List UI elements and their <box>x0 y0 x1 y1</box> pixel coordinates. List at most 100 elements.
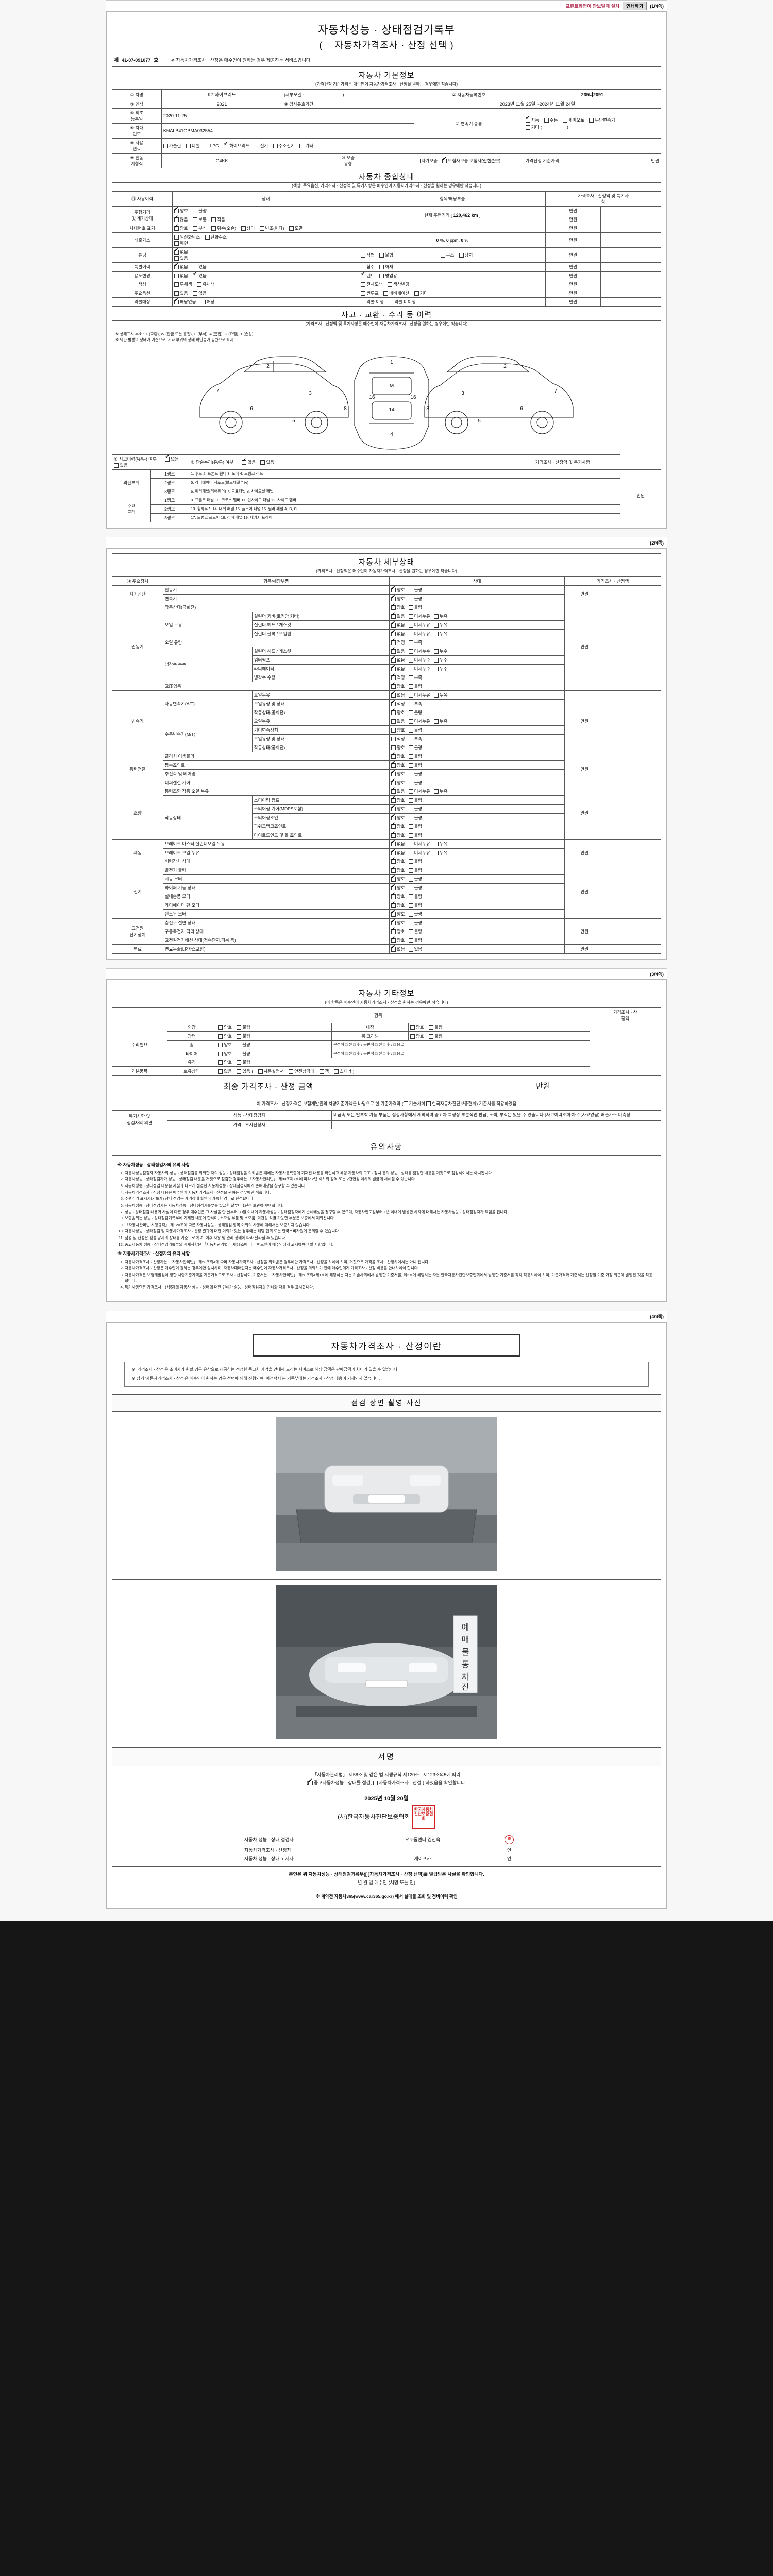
detail-option[interactable]: 불량 <box>408 893 422 900</box>
detail-option[interactable]: 불량 <box>408 727 422 733</box>
detail-option[interactable]: 미세누유 <box>408 850 430 856</box>
detail-option[interactable]: 미세누수 <box>408 666 430 672</box>
detail-option[interactable]: 불량 <box>408 867 422 873</box>
detail-option[interactable]: 양호 <box>391 919 405 926</box>
print-button[interactable]: 인쇄하기 <box>623 2 647 10</box>
detail-option[interactable]: 적정 <box>391 673 405 681</box>
detail-option[interactable]: 양호 <box>391 822 405 829</box>
detail-option[interactable]: 불량 <box>408 709 422 716</box>
mileage-price[interactable] <box>600 206 662 215</box>
fuel-opt-lpg[interactable]: LPG <box>204 143 219 149</box>
fuel-opt-hydrogen[interactable]: 수소전기 <box>273 143 295 149</box>
inspector-text-2[interactable] <box>331 1120 662 1129</box>
detail-option[interactable]: 없음 <box>391 630 405 637</box>
detail-option[interactable]: 불량 <box>408 920 422 926</box>
detail-price-input[interactable] <box>604 585 661 603</box>
detail-option[interactable]: 불량 <box>408 762 422 768</box>
detail-option[interactable]: 부족 <box>408 736 422 742</box>
detail-option[interactable]: 없음 <box>391 691 405 698</box>
warranty-insurance[interactable]: 보험사보증 보험사[신한손보] <box>442 157 500 164</box>
trans-opt-other[interactable]: 기타 ( ) <box>525 124 568 130</box>
detail-option[interactable]: 양호 <box>391 744 405 751</box>
detail-option[interactable]: 불량 <box>408 753 422 759</box>
detail-option[interactable]: 부족 <box>408 639 422 646</box>
detail-option[interactable]: 미세누유 <box>408 788 430 794</box>
fuel-opt-other[interactable]: 기타 <box>299 143 313 149</box>
detail-price-input[interactable] <box>604 839 661 866</box>
detail-option[interactable]: 양호 <box>391 831 405 838</box>
detail-price-input[interactable] <box>604 865 661 919</box>
detail-option[interactable]: 양호 <box>391 866 405 873</box>
detail-option[interactable]: 양호 <box>391 761 405 768</box>
fuel-opt-hybrid[interactable]: 하이브리드 <box>224 142 249 149</box>
detail-option[interactable]: 없음 <box>391 612 405 619</box>
detail-price-input[interactable] <box>604 786 661 840</box>
detail-option[interactable]: 양호 <box>391 901 405 908</box>
warranty-self[interactable]: 자가보증 <box>415 158 438 164</box>
detail-option[interactable]: 불량 <box>408 832 422 838</box>
trans-opt-manual[interactable]: 수동 <box>544 117 558 123</box>
detail-option[interactable]: 불량 <box>408 779 422 786</box>
detail-option[interactable]: 불량 <box>408 876 422 882</box>
detail-option[interactable]: 양호 <box>391 770 405 777</box>
fuel-opt-diesel[interactable]: 디젤 <box>186 143 199 149</box>
detail-option[interactable]: 양호 <box>391 814 405 821</box>
detail-option[interactable]: 없음 <box>391 647 405 654</box>
detail-option[interactable]: 없음 <box>391 621 405 628</box>
detail-option[interactable]: 미세누수 <box>408 657 430 663</box>
detail-option[interactable]: 누유 <box>433 622 448 628</box>
trans-opt-cvt[interactable]: 무단변속기 <box>589 117 615 123</box>
detail-option[interactable]: 없음 <box>391 665 405 672</box>
detail-option[interactable]: 누유 <box>433 692 448 698</box>
detail-option[interactable]: 불량 <box>408 928 422 935</box>
detail-price-input[interactable] <box>604 918 661 945</box>
detail-option[interactable]: 불량 <box>408 806 422 812</box>
detail-option[interactable]: 미세누수 <box>408 648 430 654</box>
price-survey-checkbox[interactable] <box>326 43 331 48</box>
detail-option[interactable]: 없음 <box>391 945 405 952</box>
detail-option[interactable]: 미세누유 <box>408 613 430 619</box>
detail-option[interactable]: 불량 <box>408 596 422 602</box>
detail-option[interactable]: 불량 <box>408 937 422 943</box>
detail-option[interactable]: 불량 <box>408 902 422 908</box>
fuel-opt-electric[interactable]: 전기 <box>254 143 268 149</box>
detail-option[interactable]: 부족 <box>408 674 422 681</box>
detail-option[interactable]: 양호 <box>391 796 405 803</box>
detail-option[interactable]: 적정 <box>391 700 405 707</box>
detail-option[interactable]: 양호 <box>391 708 405 716</box>
trans-opt-semiauto[interactable]: 세미오토 <box>562 117 584 123</box>
detail-option[interactable]: 있음 <box>408 946 422 952</box>
detail-option[interactable]: 불량 <box>408 683 422 689</box>
fuel-opt-gasoline[interactable]: 가솔린 <box>163 143 181 149</box>
detail-option[interactable]: 양호 <box>391 752 405 759</box>
detail-price-input[interactable] <box>604 944 661 954</box>
detail-option[interactable]: 적정 <box>391 638 405 646</box>
detail-option[interactable]: 없음 <box>391 656 405 663</box>
detail-option[interactable]: 없음 <box>391 849 405 856</box>
detail-option[interactable]: 누수 <box>433 648 448 654</box>
detail-option[interactable]: 양호 <box>391 936 405 943</box>
detail-option[interactable]: 없음 <box>391 718 405 724</box>
detail-option[interactable]: 누유 <box>433 718 448 724</box>
detail-option[interactable]: 불량 <box>408 771 422 777</box>
detail-option[interactable]: 누유 <box>433 841 448 847</box>
detail-option[interactable]: 양호 <box>391 595 405 602</box>
detail-option[interactable]: 불량 <box>408 815 422 821</box>
detail-option[interactable]: 미세누유 <box>408 718 430 724</box>
detail-price-input[interactable] <box>604 602 661 691</box>
detail-option[interactable]: 양호 <box>391 727 405 733</box>
detail-option[interactable]: 불량 <box>408 604 422 611</box>
detail-price-input[interactable] <box>604 751 661 787</box>
detail-option[interactable]: 양호 <box>391 603 405 611</box>
detail-option[interactable]: 양호 <box>391 875 405 882</box>
detail-option[interactable]: 누수 <box>433 666 448 672</box>
detail-option[interactable]: 미세누유 <box>408 622 430 628</box>
detail-option[interactable]: 양호 <box>391 778 405 786</box>
detail-option[interactable]: 누수 <box>433 657 448 663</box>
detail-option[interactable]: 불량 <box>408 823 422 829</box>
detail-option[interactable]: 누유 <box>433 631 448 637</box>
detail-option[interactable]: 불량 <box>408 744 422 751</box>
detail-option[interactable]: 미세누유 <box>408 692 430 698</box>
detail-option[interactable]: 불량 <box>408 587 422 593</box>
trans-opt-auto[interactable]: 자동 <box>525 116 539 123</box>
